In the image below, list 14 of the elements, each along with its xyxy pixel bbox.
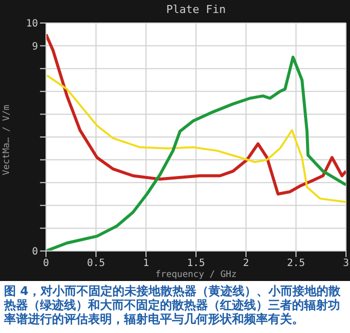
x-tick-label: 2.5 (286, 258, 306, 270)
chart-title: Plate Fin (165, 3, 227, 16)
x-tick-label: 0.5 (86, 258, 106, 270)
x-tick-label: 1.5 (186, 258, 206, 270)
x-tick-label: 1 (142, 258, 150, 270)
x-tick-label: 2 (242, 258, 250, 270)
x-tick-label: 3 (342, 258, 350, 270)
x-tick-label: 0 (42, 258, 50, 270)
x-axis-title: frequency / GHz (155, 270, 237, 280)
caption: 图 4，对小而不固定的未接地散热器（黄迹线）、小而接地的散热器（绿迹线）和大而不固定的散热器（红迹线）三者的辐射功率谱进行的评估表明，辐射电平与几何形状和频率有关。 (4, 284, 342, 326)
y-tick-label: 9 (32, 41, 38, 52)
y-tick-label: 10 (26, 18, 38, 30)
y-tick-label: 0 (32, 246, 38, 258)
y-axis-title: VectMa… / V/m (2, 104, 12, 176)
